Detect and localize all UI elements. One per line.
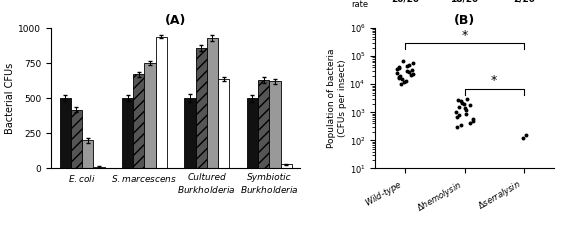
Bar [258, 80, 270, 168]
Point [466, 122, 475, 125]
Title: (B): (B) [454, 14, 475, 27]
Bar [133, 74, 145, 168]
Point [459, 102, 468, 106]
Point [392, 71, 401, 74]
Point [394, 66, 403, 70]
Bar [247, 98, 258, 168]
Bar [59, 98, 71, 168]
Point [454, 113, 463, 117]
Point [393, 67, 402, 71]
Point [409, 72, 418, 75]
Text: 2/20: 2/20 [513, 0, 535, 3]
Point [401, 79, 410, 83]
Bar [280, 164, 292, 168]
Point [407, 68, 416, 72]
Point [521, 134, 531, 137]
Bar [195, 48, 207, 168]
Point [462, 108, 471, 112]
Point [398, 59, 407, 62]
Text: *: * [491, 74, 497, 88]
Point [405, 63, 414, 66]
Point [455, 105, 464, 109]
Point [458, 101, 467, 105]
Point [468, 119, 477, 123]
Point [465, 103, 474, 107]
Text: 18/20: 18/20 [450, 0, 479, 3]
Point [452, 110, 461, 114]
Bar [207, 38, 218, 168]
Bar [93, 167, 105, 168]
Bar [270, 81, 280, 168]
Point [457, 99, 466, 103]
Point [453, 125, 462, 129]
Y-axis label: Bacterial CFUs: Bacterial CFUs [5, 63, 15, 134]
Point [462, 97, 471, 101]
Point [396, 74, 405, 78]
Point [519, 136, 528, 140]
Point [402, 69, 411, 73]
Point [395, 75, 404, 79]
Point [460, 106, 470, 110]
Title: (A): (A) [165, 14, 186, 27]
Bar [82, 140, 93, 168]
Bar [122, 98, 133, 168]
Bar [145, 63, 156, 168]
Point [394, 66, 403, 69]
Point [454, 98, 463, 102]
Point [452, 115, 461, 119]
Bar [184, 98, 195, 168]
Bar [71, 110, 82, 168]
Text: Infection
rate: Infection rate [332, 0, 368, 9]
Point [402, 64, 411, 68]
Bar [218, 79, 229, 168]
Y-axis label: Population of bacteria
(CFUs per insect): Population of bacteria (CFUs per insect) [327, 48, 347, 148]
Point [395, 76, 404, 80]
Point [462, 112, 471, 115]
Text: 20/20: 20/20 [391, 0, 419, 3]
Point [408, 62, 418, 65]
Point [397, 77, 406, 81]
Point [406, 73, 415, 77]
Point [399, 80, 408, 84]
Point [405, 70, 414, 73]
Point [457, 123, 466, 127]
Point [397, 82, 406, 86]
Text: *: * [462, 29, 468, 42]
Point [468, 117, 477, 121]
Bar [156, 37, 167, 168]
